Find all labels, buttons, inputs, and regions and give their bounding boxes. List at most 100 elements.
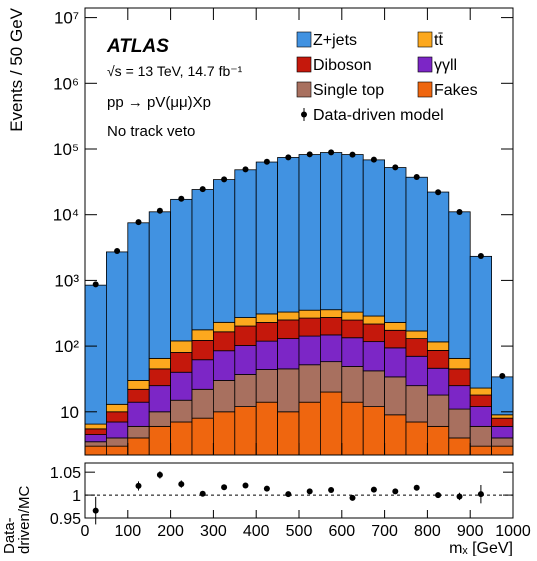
histogram-bar — [448, 357, 471, 370]
histogram-bar — [298, 317, 321, 337]
histogram-bar — [127, 437, 150, 455]
data-point — [135, 219, 142, 226]
histogram-bar — [405, 330, 428, 340]
histogram-bar — [191, 340, 214, 361]
data-point — [285, 154, 292, 161]
histogram-bar — [362, 159, 386, 317]
histogram-bar — [255, 401, 279, 455]
histogram-bar — [298, 364, 321, 403]
histogram-bar — [426, 341, 450, 351]
x-tick-label: 300 — [200, 523, 227, 540]
histogram-bar — [277, 411, 300, 455]
y-tick-label: 10⁴ — [53, 206, 79, 225]
histogram-bar — [85, 428, 107, 435]
histogram-bar — [341, 337, 364, 367]
x-tick-label: 200 — [157, 523, 184, 540]
histogram-bar — [448, 437, 471, 455]
histogram-bar — [448, 385, 471, 410]
data-point — [221, 176, 228, 183]
histogram-bar — [234, 374, 257, 407]
lower-frame — [84, 462, 514, 519]
data-point — [156, 471, 163, 478]
annotation: pp → pV(μμ)Xp — [107, 94, 211, 111]
histogram-bar — [426, 191, 450, 343]
histogram-bar — [234, 345, 257, 375]
legend-label: Fakes — [434, 82, 478, 99]
annotation: ATLAS — [106, 36, 169, 57]
legend-swatch — [417, 56, 433, 73]
annotation: √s = 13 TeV, 14.7 fb⁻¹ — [107, 63, 243, 79]
data-point — [349, 151, 356, 158]
histogram-bar — [191, 329, 214, 341]
histogram-bar — [234, 325, 257, 346]
histogram-bar — [405, 355, 428, 387]
histogram-bar — [469, 425, 493, 447]
histogram-bar — [191, 359, 214, 390]
histogram-bar — [148, 357, 171, 370]
x-tick-label: 400 — [243, 523, 270, 540]
legend-swatch — [296, 31, 312, 48]
histogram-bar — [127, 380, 150, 390]
histogram-bar — [469, 406, 493, 427]
histogram-bar — [277, 311, 300, 321]
histogram-bar — [384, 376, 407, 416]
data-point — [92, 281, 99, 288]
histogram-bar — [127, 401, 150, 427]
histogram-bar — [362, 315, 386, 325]
x-tick-label: 500 — [286, 523, 313, 540]
y-tick-label: 10² — [54, 337, 79, 356]
histogram-bar — [212, 350, 236, 381]
histogram-bar — [255, 161, 279, 315]
histogram-bar — [212, 411, 236, 455]
data-point — [435, 189, 442, 196]
x-axis-label: mₓ [GeV] — [449, 540, 513, 556]
data-point — [435, 492, 442, 499]
histogram-bar — [448, 211, 471, 359]
legend-label: Single top — [313, 82, 384, 99]
histogram-bar — [277, 157, 300, 313]
y-tick-label: 10⁷ — [54, 9, 79, 28]
histogram-bar — [469, 445, 493, 455]
histogram-bar — [319, 317, 343, 336]
data-point — [242, 482, 249, 489]
data-point — [221, 484, 228, 491]
data-point — [499, 373, 506, 380]
data-point — [178, 195, 185, 202]
histogram-bar — [362, 323, 386, 343]
histogram-bar — [234, 169, 257, 318]
histogram-bar — [491, 445, 513, 455]
data-point — [199, 186, 206, 193]
histogram-bar — [341, 401, 364, 455]
data-point — [263, 485, 270, 492]
histogram-bar — [106, 445, 129, 455]
histogram-bar — [148, 425, 171, 455]
data-point — [349, 494, 356, 501]
y-tick-label: 0.95 — [50, 511, 81, 528]
data-point — [328, 487, 335, 494]
histogram-bar — [405, 421, 428, 455]
data-point — [156, 207, 163, 214]
histogram-bar — [255, 369, 279, 403]
histogram-bar — [319, 361, 343, 393]
y-tick-label: 1.05 — [50, 465, 81, 482]
histogram-bar — [212, 331, 236, 352]
histogram-bar — [298, 335, 321, 366]
histogram-bar — [426, 350, 450, 369]
histogram-bar — [234, 406, 257, 455]
histogram-bar — [491, 414, 513, 419]
histogram-bar — [298, 154, 321, 311]
histogram-bar — [148, 411, 171, 427]
legend-swatch — [296, 81, 312, 98]
legend-swatch — [296, 56, 312, 73]
histogram-bar — [106, 421, 129, 439]
legend-label: γγll — [434, 57, 457, 74]
histogram-bar — [362, 341, 386, 372]
data-point — [370, 156, 377, 163]
histogram-bar — [469, 394, 493, 407]
histogram-bar — [426, 425, 450, 455]
histogram-bar — [491, 376, 513, 416]
histogram-bar — [384, 167, 407, 323]
histogram-bar — [277, 368, 300, 413]
histogram-bar — [106, 403, 129, 413]
